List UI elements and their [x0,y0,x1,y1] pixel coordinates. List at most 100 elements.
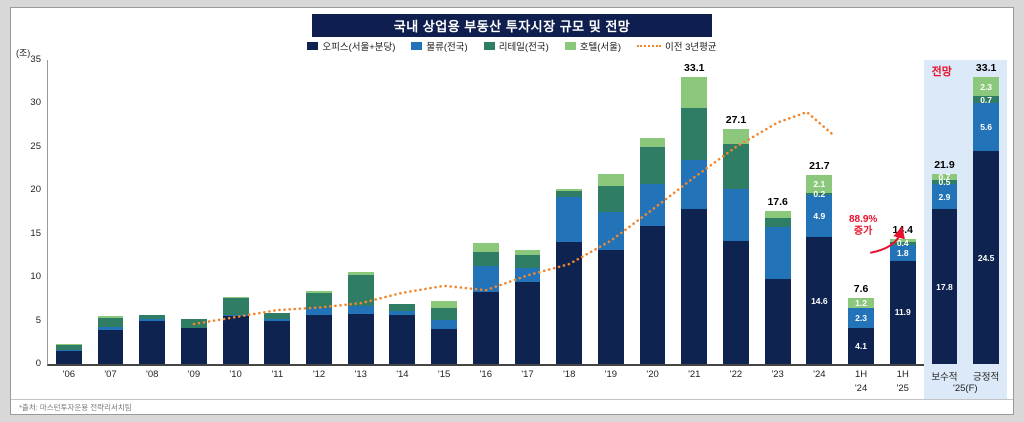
bar-segment-retail [264,312,291,319]
bar-segment-office [472,291,499,364]
bar-segment-office [97,330,124,364]
bar-slot: '08 [131,60,173,380]
bar-segment-retail [723,144,749,189]
bar-slot: '14 [382,60,424,380]
x-axis-sublabel: '24 [854,383,868,394]
bar-slot: '19 [590,60,632,380]
x-axis-label: '16 [479,369,492,380]
x-axis-label: '15 [437,369,451,380]
bar-slot: 14.6 4.9 0.2 2.1 21.7'24 [799,60,841,380]
bar-segment-logistics: 2.9 [931,184,958,210]
bar-total-label: 7.6 [853,283,869,295]
bar-segment-logistics [556,197,583,243]
y-axis: 0 5 10 15 20 25 30 35 [23,54,45,369]
legend-item: 물류(전국) [411,39,468,53]
bar-segment-logistics [723,188,749,241]
bar-segment-logistics [264,318,291,322]
segment-value-label: 0.2 [813,188,826,199]
bar-segment-hotel [889,238,916,242]
bar-slot: 33.1 '21 [673,60,715,380]
bar-segment-hotel [514,250,541,255]
x-axis-label: '19 [604,369,618,380]
bar-slot: 24.5 5.6 0.7 2.3 33.1 긍정적 [965,60,1007,383]
legend-swatch-logistics [411,42,423,50]
y-tick-label: 35 [30,54,41,65]
bar-segment-hotel [97,316,124,318]
bar-slot: '09 [173,60,215,380]
bar-segment-office [556,242,583,364]
segment-value-label: 24.5 [977,252,995,263]
x-axis-label: '24 [813,369,826,380]
bar-segment-office [431,329,457,364]
chart-title: 국내 상업용 부동산 투자시장 규모 및 전망 [312,14,712,37]
x-axis-label: 1H [854,369,868,380]
bar-segment-retail [306,292,332,309]
bar-segment-retail [97,317,124,327]
bar-segment-logistics [431,319,457,330]
bar-segment-hotel [431,301,457,309]
x-axis-label: '07 [104,369,117,380]
y-tick-label: 10 [30,271,41,283]
segment-value-label: 1.8 [896,247,909,258]
bar-slot: '10 [215,60,257,380]
bar-segment-retail [139,314,166,319]
increase-annotation-line: 증가 [853,226,873,238]
bar-segment-hotel [55,343,82,345]
x-axis-label: 1H [896,369,909,380]
bar-segment-office [681,209,708,364]
segment-value-label: 0.4 [896,238,909,249]
x-axis-label: '14 [396,369,409,380]
bar-segment-retail [556,191,583,198]
bar-segment-logistics [347,305,374,314]
x-axis-label: '10 [229,369,242,380]
x-axis-label: '11 [271,369,284,380]
bar-segment-office: 24.5 [973,151,1000,364]
bar-segment-office [306,315,332,364]
bar-segment-logistics: 4.9 [806,194,833,238]
segment-value-label: 2.3 [980,81,993,92]
bar-segment-office: 17.8 [931,209,958,364]
bar-segment-office [514,282,541,364]
bar-segment-retail: 0.2 [806,190,833,198]
bar-total-label: 33.1 [975,61,997,74]
bar-segment-logistics [97,326,124,331]
segment-value-label: 11.9 [894,307,911,318]
bar-segment-office [764,278,791,364]
legend-item: 이전 3년평균 [637,39,717,53]
bar-slot: '16 [465,60,507,380]
y-tick-label: 15 [30,227,41,239]
bar-segment-logistics [764,226,791,279]
bar-segment-retail [639,146,666,185]
legend-label: 이전 3년평균 [665,42,717,53]
segment-value-label: 5.6 [980,121,993,132]
legend-swatch-trend-line-icon [637,45,662,47]
bar-segment-hotel [556,189,583,192]
bar-segment-hotel [723,128,749,145]
bar-segment-hotel [597,173,624,186]
bar-segment-office: 11.9 [889,260,916,364]
bar-segment-hotel [222,297,249,298]
legend-swatch-office [307,42,319,50]
bar-segment-office [597,250,624,364]
bar-segment-logistics [597,212,624,251]
source-bar: *출처: 마스턴투자운용 전략리서치팀 [11,399,1013,414]
legend-swatch-retail [483,42,495,50]
y-tick-label: 30 [30,97,41,109]
y-tick-label: 20 [30,184,41,196]
bar-slot: '06 [48,60,90,380]
bar-slot: '20 [632,60,674,380]
segment-value-label: 0.7 [938,171,951,182]
bar-slot: '13 [340,60,382,380]
segment-value-label: 2.9 [938,191,951,202]
bar-segment-logistics [681,159,708,210]
bar-segment-office [139,320,166,364]
x-axis-label: '20 [646,369,659,380]
legend: 오피스(서울+분당) 물류(전국) 리테일(전국) 호텔(서울) 이전 3년평균 [11,39,1013,53]
bar-segment-office [264,321,291,364]
bar-slot: 11.9 1.8 0.4 14.4 1H '25 [882,60,924,394]
segment-value-label: 2.3 [855,313,867,324]
bar-segment-retail [472,251,499,266]
bar-segment-logistics: 2.3 [848,308,874,329]
increase-annotation-line: 88.9% [848,214,878,226]
